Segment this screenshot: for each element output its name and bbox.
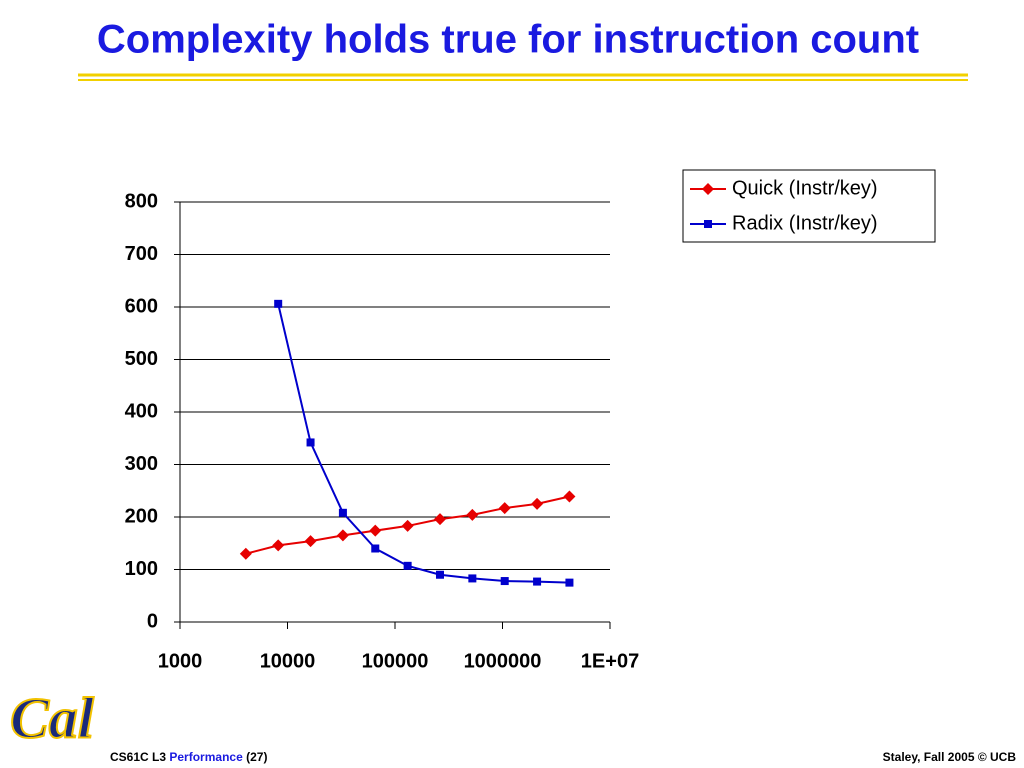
y-tick-label: 300 (125, 453, 158, 475)
marker (563, 490, 576, 503)
marker (702, 183, 714, 195)
marker (531, 497, 544, 510)
y-tick-label: 500 (125, 348, 158, 370)
x-tick-label: 10000 (260, 650, 316, 672)
x-tick-label: 100000 (362, 650, 429, 672)
footer: CS61C L3 Performance (27) (110, 750, 267, 764)
footer-page: (27) (246, 750, 267, 764)
marker (371, 544, 380, 553)
legend (682, 169, 936, 243)
marker (466, 508, 479, 521)
y-tick-label: 200 (125, 505, 158, 527)
marker (500, 577, 509, 586)
marker (338, 508, 347, 517)
marker (498, 502, 511, 515)
marker (435, 570, 444, 579)
legend-label: Quick (Instr/key) (732, 177, 878, 199)
marker (704, 220, 712, 228)
marker (565, 578, 574, 587)
x-tick-label: 1E+07 (581, 650, 639, 672)
marker (403, 561, 412, 570)
slide-title: Complexity holds true for instruction co… (97, 18, 919, 62)
footer-topic: Performance (169, 750, 243, 764)
y-tick-label: 100 (125, 558, 158, 580)
y-tick-label: 700 (125, 243, 158, 265)
marker (533, 577, 542, 586)
series-line (277, 303, 570, 584)
footer-course: CS61C L3 (110, 750, 166, 764)
legend-label: Radix (Instr/key) (732, 212, 878, 234)
logo: Cal (10, 685, 95, 750)
y-tick-label: 600 (125, 295, 158, 317)
marker (304, 535, 317, 548)
y-tick-label: 800 (125, 190, 158, 212)
marker (401, 519, 414, 532)
y-tick-label: 400 (125, 400, 158, 422)
marker (272, 539, 285, 552)
y-tick-label: 0 (147, 610, 158, 632)
marker (274, 299, 283, 308)
marker (369, 524, 382, 537)
footer-credit: Staley, Fall 2005 © UCB (883, 750, 1017, 764)
marker (468, 574, 477, 583)
x-tick-label: 1000000 (464, 650, 542, 672)
marker (433, 513, 446, 526)
marker (336, 529, 349, 542)
marker (239, 547, 252, 560)
marker (306, 438, 315, 447)
x-tick-label: 1000 (158, 650, 203, 672)
